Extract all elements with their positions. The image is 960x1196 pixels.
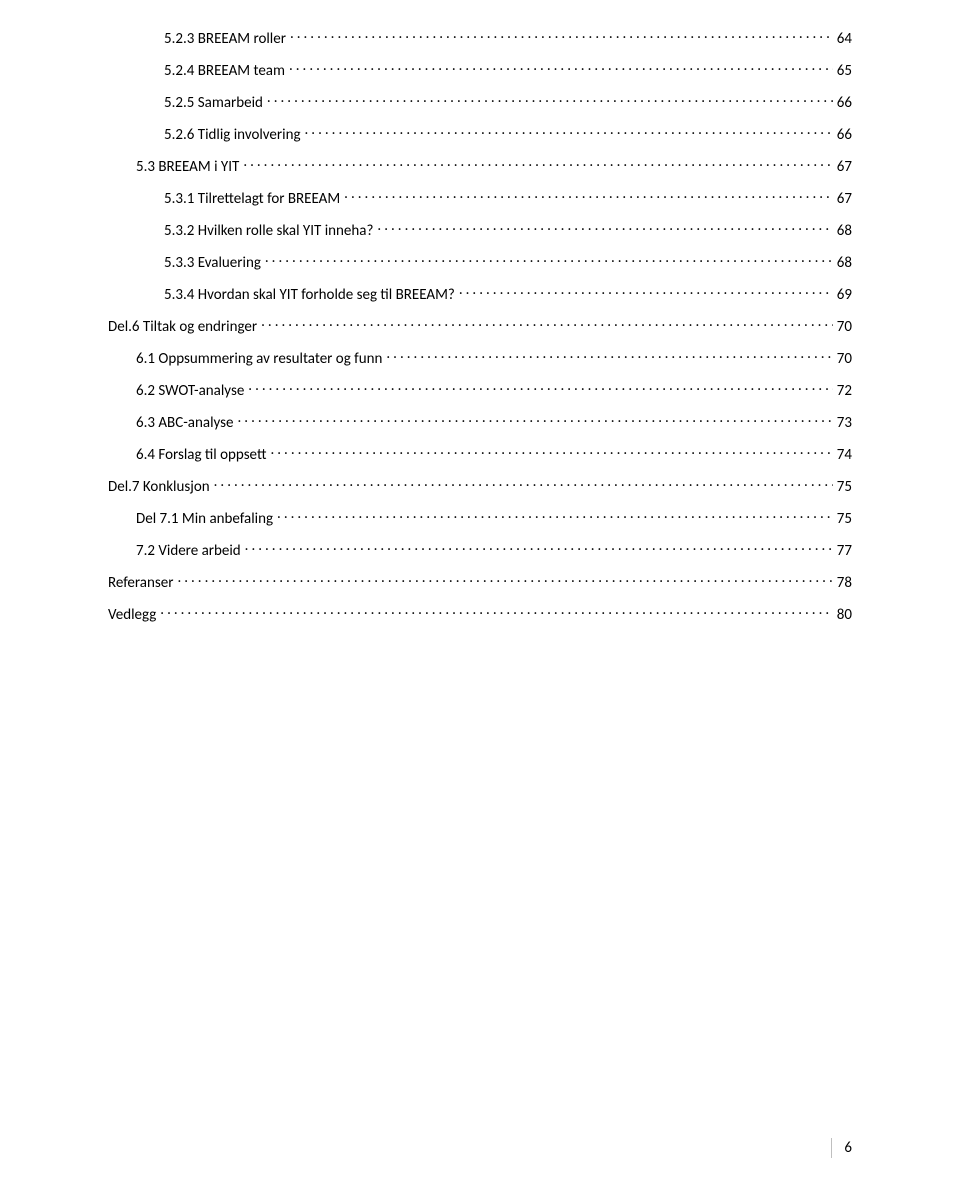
toc-leader-dots: [238, 412, 833, 427]
toc-entry-page: 74: [837, 446, 852, 464]
toc-leader-dots: [160, 604, 833, 619]
toc-entry-page: 68: [837, 222, 852, 240]
toc-leader-dots: [214, 476, 833, 491]
toc-entry-title: Del.6 Tiltak og endringer: [108, 318, 257, 336]
toc-entry-page: 77: [837, 542, 852, 560]
toc-leader-dots: [243, 156, 832, 171]
toc-leader-dots: [267, 92, 833, 107]
toc-entry-page: 73: [837, 414, 852, 432]
toc-entry-page: 75: [837, 478, 852, 496]
toc-entry-title: Del.7 Konklusjon: [108, 478, 210, 496]
toc-entry: 5.3.1 Tilrettelagt for BREEAM 67: [108, 188, 852, 208]
toc-entry-page: 75: [837, 510, 852, 528]
toc-entry-title: Vedlegg: [108, 606, 156, 624]
toc-entry: 6.1 Oppsummering av resultater og funn 70: [108, 348, 852, 368]
toc-leader-dots: [305, 124, 833, 139]
toc-entry-title: 6.4 Forslag til oppsett: [136, 446, 266, 464]
table-of-contents: 5.2.3 BREEAM roller 64 5.2.4 BREEAM team 65…: [108, 28, 852, 624]
toc-entry-page: 80: [837, 606, 852, 624]
toc-entry-title: 5.2.4 BREEAM team: [164, 62, 285, 80]
toc-entry-title: 6.3 ABC-analyse: [136, 414, 234, 432]
toc-leader-dots: [386, 348, 832, 363]
toc-entry-page: 68: [837, 254, 852, 272]
toc-entry: Del.6 Tiltak og endringer 70: [108, 316, 852, 336]
toc-entry-title: 5.3.3 Evaluering: [164, 254, 261, 272]
toc-entry-page: 70: [837, 318, 852, 336]
toc-entry: 5.3 BREEAM i YIT 67: [108, 156, 852, 176]
toc-entry-title: 5.3.4 Hvordan skal YIT forholde seg til …: [164, 286, 455, 304]
toc-entry-page: 70: [837, 350, 852, 368]
toc-entry: 7.2 Videre arbeid 77: [108, 540, 852, 560]
toc-entry-title: 5.2.6 Tidlig involvering: [164, 126, 301, 144]
page-footer: 6: [788, 1138, 852, 1158]
toc-entry-page: 66: [837, 94, 852, 112]
toc-entry: 5.2.3 BREEAM roller 64: [108, 28, 852, 48]
page-number: 6: [844, 1139, 852, 1157]
toc-entry-page: 66: [837, 126, 852, 144]
toc-entry-title: 5.2.5 Samarbeid: [164, 94, 263, 112]
toc-entry: 5.3.2 Hvilken rolle skal YIT inneha? 68: [108, 220, 852, 240]
toc-entry-page: 72: [837, 382, 852, 400]
toc-entry: 6.2 SWOT-analyse 72: [108, 380, 852, 400]
toc-leader-dots: [261, 316, 833, 331]
toc-leader-dots: [277, 508, 833, 523]
toc-entry: Del 7.1 Min anbefaling 75: [108, 508, 852, 528]
toc-entry: 5.2.5 Samarbeid 66: [108, 92, 852, 112]
toc-entry-page: 65: [837, 62, 852, 80]
toc-entry-page: 64: [837, 30, 852, 48]
toc-entry: 5.2.4 BREEAM team 65: [108, 60, 852, 80]
toc-entry: 6.3 ABC-analyse 73: [108, 412, 852, 432]
toc-entry: Vedlegg 80: [108, 604, 852, 624]
toc-leader-dots: [377, 220, 832, 235]
toc-leader-dots: [270, 444, 832, 459]
toc-entry-page: 69: [837, 286, 852, 304]
toc-entry: 5.3.4 Hvordan skal YIT forholde seg til …: [108, 284, 852, 304]
toc-entry-page: 78: [837, 574, 852, 592]
toc-leader-dots: [177, 572, 832, 587]
toc-entry-title: 6.2 SWOT-analyse: [136, 382, 244, 400]
toc-entry-title: 7.2 Videre arbeid: [136, 542, 241, 560]
toc-entry-page: 67: [837, 158, 852, 176]
toc-entry: 6.4 Forslag til oppsett 74: [108, 444, 852, 464]
toc-entry-title: Referanser: [108, 574, 173, 592]
toc-entry: 5.2.6 Tidlig involvering 66: [108, 124, 852, 144]
footer-bar: [788, 1138, 832, 1158]
toc-leader-dots: [459, 284, 833, 299]
toc-leader-dots: [248, 380, 833, 395]
toc-entry-title: 5.3.1 Tilrettelagt for BREEAM: [164, 190, 340, 208]
toc-entry-title: 5.2.3 BREEAM roller: [164, 30, 286, 48]
toc-leader-dots: [344, 188, 833, 203]
toc-entry-title: Del 7.1 Min anbefaling: [136, 510, 273, 528]
page-container: 5.2.3 BREEAM roller645.2.4 BREEAM team65…: [0, 0, 960, 1196]
toc-entry-title: 6.1 Oppsummering av resultater og funn: [136, 350, 382, 368]
toc-entry-title: 5.3 BREEAM i YIT: [136, 158, 239, 176]
toc-entry-title: 5.3.2 Hvilken rolle skal YIT inneha?: [164, 222, 373, 240]
toc-entry: 5.3.3 Evaluering 68: [108, 252, 852, 272]
toc-entry-page: 67: [837, 190, 852, 208]
toc-entry: Referanser 78: [108, 572, 852, 592]
toc-leader-dots: [289, 60, 833, 75]
toc-leader-dots: [265, 252, 833, 267]
toc-leader-dots: [245, 540, 833, 555]
toc-leader-dots: [290, 28, 833, 43]
toc-entry: Del.7 Konklusjon 75: [108, 476, 852, 496]
